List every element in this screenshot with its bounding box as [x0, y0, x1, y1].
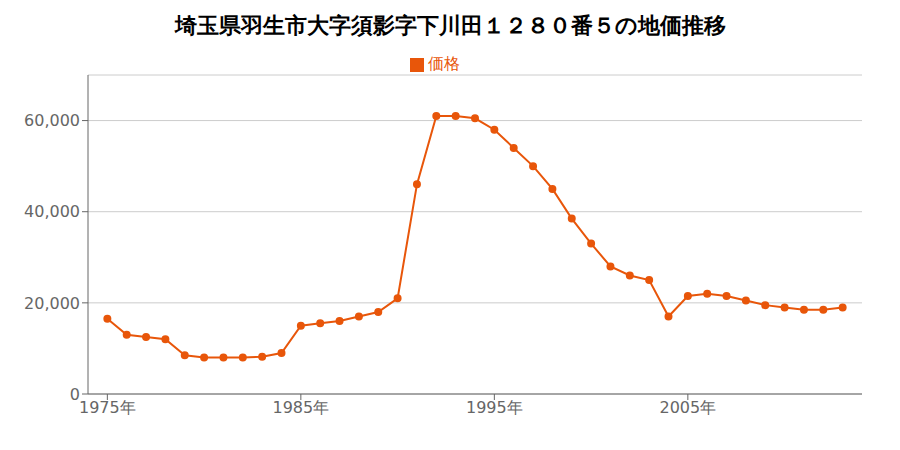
svg-text:0: 0: [70, 385, 80, 404]
svg-text:40,000: 40,000: [24, 202, 80, 221]
svg-text:1975年: 1975年: [79, 398, 136, 417]
svg-text:1985年: 1985年: [272, 398, 329, 417]
html-text:価格: 価格: [428, 54, 460, 73]
html-text:埼玉県羽生市大字須影字下川田１２８０番５の地価推移: 埼玉県羽生市大字須影字下川田１２８０番５の地価推移: [174, 13, 726, 38]
svg-text:20,000: 20,000: [24, 294, 80, 313]
svg-text:2005年: 2005年: [659, 398, 716, 417]
svg-text:1995年: 1995年: [466, 398, 523, 417]
svg-text:60,000: 60,000: [24, 111, 80, 130]
